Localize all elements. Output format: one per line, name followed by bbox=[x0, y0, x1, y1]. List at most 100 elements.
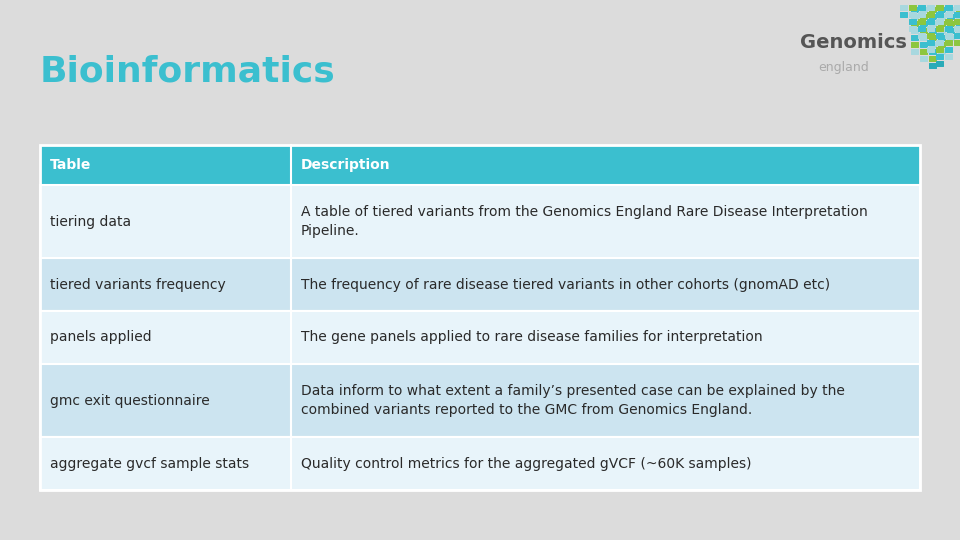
FancyBboxPatch shape bbox=[920, 21, 928, 27]
FancyBboxPatch shape bbox=[954, 26, 960, 32]
FancyBboxPatch shape bbox=[954, 33, 960, 39]
FancyBboxPatch shape bbox=[909, 26, 917, 32]
FancyBboxPatch shape bbox=[918, 33, 926, 39]
FancyBboxPatch shape bbox=[918, 5, 926, 11]
FancyBboxPatch shape bbox=[945, 40, 953, 46]
FancyBboxPatch shape bbox=[945, 54, 953, 60]
FancyBboxPatch shape bbox=[920, 35, 928, 41]
FancyBboxPatch shape bbox=[927, 40, 935, 46]
FancyBboxPatch shape bbox=[936, 19, 944, 25]
FancyBboxPatch shape bbox=[936, 47, 944, 53]
FancyBboxPatch shape bbox=[947, 35, 955, 41]
FancyBboxPatch shape bbox=[927, 47, 935, 53]
FancyBboxPatch shape bbox=[911, 21, 919, 27]
FancyBboxPatch shape bbox=[911, 28, 919, 34]
Text: Quality control metrics for the aggregated gVCF (~60K samples): Quality control metrics for the aggregat… bbox=[300, 456, 752, 470]
Text: aggregate gvcf sample stats: aggregate gvcf sample stats bbox=[50, 456, 250, 470]
FancyBboxPatch shape bbox=[938, 21, 946, 27]
FancyBboxPatch shape bbox=[936, 12, 944, 18]
FancyBboxPatch shape bbox=[909, 19, 917, 25]
FancyBboxPatch shape bbox=[929, 7, 937, 13]
FancyBboxPatch shape bbox=[900, 5, 908, 11]
FancyBboxPatch shape bbox=[938, 28, 946, 34]
Bar bbox=[40, 145, 920, 490]
FancyBboxPatch shape bbox=[929, 56, 937, 62]
FancyBboxPatch shape bbox=[929, 28, 937, 34]
FancyBboxPatch shape bbox=[909, 12, 917, 18]
Bar bbox=[40, 364, 920, 437]
FancyBboxPatch shape bbox=[936, 61, 944, 67]
FancyBboxPatch shape bbox=[956, 21, 960, 27]
Bar bbox=[40, 258, 920, 311]
FancyBboxPatch shape bbox=[954, 12, 960, 18]
FancyBboxPatch shape bbox=[938, 7, 946, 13]
Text: Data inform to what extent a family’s presented case can be explained by the
com: Data inform to what extent a family’s pr… bbox=[300, 384, 845, 417]
FancyBboxPatch shape bbox=[947, 21, 955, 27]
FancyBboxPatch shape bbox=[918, 26, 926, 32]
FancyBboxPatch shape bbox=[938, 42, 946, 48]
FancyBboxPatch shape bbox=[927, 5, 935, 11]
Text: A table of tiered variants from the Genomics England Rare Disease Interpretation: A table of tiered variants from the Geno… bbox=[300, 205, 868, 238]
FancyBboxPatch shape bbox=[920, 49, 928, 55]
FancyBboxPatch shape bbox=[947, 14, 955, 20]
FancyBboxPatch shape bbox=[947, 7, 955, 13]
Text: gmc exit questionnaire: gmc exit questionnaire bbox=[50, 394, 209, 408]
Text: Bioinformatics: Bioinformatics bbox=[40, 55, 336, 89]
Bar bbox=[40, 145, 920, 185]
FancyBboxPatch shape bbox=[945, 5, 953, 11]
FancyBboxPatch shape bbox=[927, 26, 935, 32]
FancyBboxPatch shape bbox=[954, 5, 960, 11]
FancyBboxPatch shape bbox=[938, 49, 946, 55]
FancyBboxPatch shape bbox=[900, 12, 908, 18]
FancyBboxPatch shape bbox=[936, 54, 944, 60]
FancyBboxPatch shape bbox=[936, 33, 944, 39]
FancyBboxPatch shape bbox=[909, 5, 917, 11]
FancyBboxPatch shape bbox=[936, 40, 944, 46]
FancyBboxPatch shape bbox=[911, 49, 919, 55]
FancyBboxPatch shape bbox=[938, 14, 946, 20]
Text: panels applied: panels applied bbox=[50, 330, 152, 345]
FancyBboxPatch shape bbox=[929, 49, 937, 55]
Bar bbox=[40, 437, 920, 490]
FancyBboxPatch shape bbox=[956, 28, 960, 34]
FancyBboxPatch shape bbox=[929, 14, 937, 20]
FancyBboxPatch shape bbox=[929, 42, 937, 48]
FancyBboxPatch shape bbox=[920, 14, 928, 20]
FancyBboxPatch shape bbox=[945, 33, 953, 39]
Text: The gene panels applied to rare disease families for interpretation: The gene panels applied to rare disease … bbox=[300, 330, 762, 345]
FancyBboxPatch shape bbox=[954, 40, 960, 46]
Bar bbox=[40, 311, 920, 364]
FancyBboxPatch shape bbox=[945, 26, 953, 32]
Text: Genomics: Genomics bbox=[800, 32, 907, 51]
FancyBboxPatch shape bbox=[911, 7, 919, 13]
FancyBboxPatch shape bbox=[920, 42, 928, 48]
Text: Description: Description bbox=[300, 158, 391, 172]
Text: Table: Table bbox=[50, 158, 91, 172]
Text: The frequency of rare disease tiered variants in other cohorts (gnomAD etc): The frequency of rare disease tiered var… bbox=[300, 278, 830, 292]
FancyBboxPatch shape bbox=[945, 47, 953, 53]
FancyBboxPatch shape bbox=[918, 19, 926, 25]
FancyBboxPatch shape bbox=[920, 7, 928, 13]
Text: tiering data: tiering data bbox=[50, 214, 132, 228]
FancyBboxPatch shape bbox=[920, 56, 928, 62]
FancyBboxPatch shape bbox=[927, 19, 935, 25]
FancyBboxPatch shape bbox=[956, 14, 960, 20]
Text: england: england bbox=[818, 62, 869, 75]
FancyBboxPatch shape bbox=[929, 21, 937, 27]
FancyBboxPatch shape bbox=[929, 35, 937, 41]
FancyBboxPatch shape bbox=[936, 5, 944, 11]
FancyBboxPatch shape bbox=[927, 33, 935, 39]
FancyBboxPatch shape bbox=[945, 12, 953, 18]
FancyBboxPatch shape bbox=[911, 42, 919, 48]
FancyBboxPatch shape bbox=[954, 19, 960, 25]
Bar bbox=[40, 185, 920, 258]
FancyBboxPatch shape bbox=[911, 35, 919, 41]
FancyBboxPatch shape bbox=[945, 19, 953, 25]
FancyBboxPatch shape bbox=[956, 7, 960, 13]
FancyBboxPatch shape bbox=[929, 63, 937, 69]
FancyBboxPatch shape bbox=[938, 35, 946, 41]
FancyBboxPatch shape bbox=[936, 26, 944, 32]
FancyBboxPatch shape bbox=[947, 28, 955, 34]
FancyBboxPatch shape bbox=[918, 12, 926, 18]
FancyBboxPatch shape bbox=[920, 28, 928, 34]
